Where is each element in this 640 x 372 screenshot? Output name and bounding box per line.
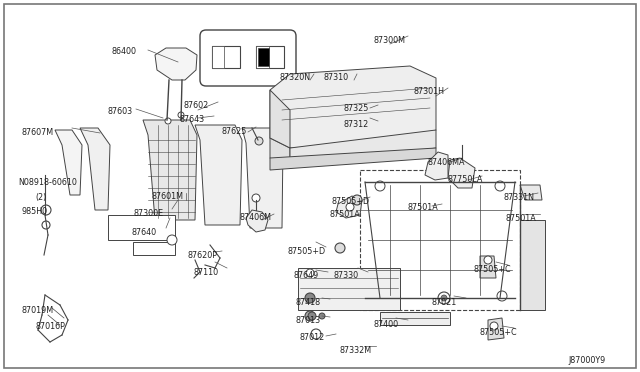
Bar: [212, 46, 240, 68]
Text: (2): (2): [35, 193, 46, 202]
Circle shape: [167, 235, 177, 245]
Text: 87021: 87021: [432, 298, 457, 307]
Polygon shape: [520, 185, 542, 200]
Circle shape: [375, 181, 385, 191]
Text: 87110: 87110: [193, 268, 218, 277]
Circle shape: [178, 112, 184, 118]
Circle shape: [308, 312, 316, 320]
Bar: [256, 46, 284, 68]
Polygon shape: [270, 90, 290, 148]
Text: 87406M: 87406M: [240, 213, 272, 222]
Polygon shape: [143, 120, 197, 220]
Circle shape: [255, 137, 263, 145]
Polygon shape: [55, 130, 82, 195]
Polygon shape: [448, 158, 475, 188]
Polygon shape: [270, 66, 436, 148]
Circle shape: [441, 295, 447, 301]
FancyBboxPatch shape: [200, 30, 296, 86]
Text: 87505+C: 87505+C: [480, 328, 518, 337]
Text: 87300M: 87300M: [374, 36, 406, 45]
Polygon shape: [246, 210, 268, 232]
Text: 87601M: 87601M: [152, 192, 184, 201]
Circle shape: [484, 256, 492, 264]
Circle shape: [311, 329, 321, 339]
Circle shape: [495, 181, 505, 191]
Circle shape: [319, 313, 325, 319]
Text: 87400: 87400: [374, 320, 399, 329]
Circle shape: [306, 269, 314, 277]
Circle shape: [305, 293, 315, 303]
Text: 87019M: 87019M: [22, 306, 54, 315]
Circle shape: [252, 194, 260, 202]
Circle shape: [41, 205, 51, 215]
Polygon shape: [270, 148, 436, 170]
Text: 87418: 87418: [295, 298, 320, 307]
Text: 87649: 87649: [294, 271, 319, 280]
Polygon shape: [425, 152, 448, 180]
Polygon shape: [108, 215, 175, 240]
Polygon shape: [520, 220, 545, 310]
Text: 87301H: 87301H: [414, 87, 445, 96]
Polygon shape: [270, 138, 290, 168]
Text: 87331N: 87331N: [504, 193, 535, 202]
Text: 87501A: 87501A: [408, 203, 439, 212]
Polygon shape: [155, 48, 197, 80]
Polygon shape: [133, 242, 175, 255]
Polygon shape: [488, 318, 504, 340]
Text: 87620P: 87620P: [188, 251, 218, 260]
Text: 87320N: 87320N: [280, 73, 311, 82]
Text: 87312: 87312: [344, 120, 369, 129]
Text: 87640: 87640: [132, 228, 157, 237]
Text: 87607M: 87607M: [22, 128, 54, 137]
Polygon shape: [336, 196, 362, 218]
Polygon shape: [80, 128, 110, 210]
Text: 87603: 87603: [108, 107, 133, 116]
Circle shape: [352, 195, 362, 205]
Text: 87602: 87602: [184, 101, 209, 110]
Circle shape: [335, 243, 345, 253]
Text: 87325: 87325: [344, 104, 369, 113]
Text: 87501A: 87501A: [330, 210, 361, 219]
Text: N08918-60610: N08918-60610: [18, 178, 77, 187]
Text: 87505+D: 87505+D: [332, 197, 370, 206]
Text: 87625: 87625: [222, 127, 248, 136]
Text: 985H0: 985H0: [22, 207, 48, 216]
Polygon shape: [242, 128, 283, 228]
Text: 87505+D: 87505+D: [288, 247, 326, 256]
Polygon shape: [195, 125, 242, 225]
Text: 87643: 87643: [180, 115, 205, 124]
Circle shape: [373, 291, 383, 301]
Circle shape: [490, 322, 498, 330]
Circle shape: [165, 118, 171, 124]
Text: 87012: 87012: [300, 333, 325, 342]
Text: 87300E: 87300E: [134, 209, 164, 218]
Circle shape: [42, 221, 50, 229]
Circle shape: [305, 311, 315, 321]
Polygon shape: [290, 130, 436, 168]
Text: 87505+C: 87505+C: [474, 265, 511, 274]
Text: 87750LA: 87750LA: [448, 175, 483, 184]
Bar: [258, 48, 269, 66]
Bar: [212, 46, 224, 68]
Text: 87013: 87013: [295, 316, 320, 325]
Circle shape: [497, 291, 507, 301]
Text: 87332M: 87332M: [340, 346, 372, 355]
Text: J87000Y9: J87000Y9: [568, 356, 605, 365]
Text: 86400: 86400: [112, 47, 137, 56]
Circle shape: [346, 203, 354, 211]
Text: 87501A: 87501A: [506, 214, 537, 223]
Text: 87310: 87310: [323, 73, 348, 82]
Bar: [360, 170, 520, 310]
Polygon shape: [298, 268, 400, 310]
Polygon shape: [480, 256, 496, 278]
Circle shape: [438, 292, 450, 304]
Text: 87406MA: 87406MA: [428, 158, 465, 167]
Text: 87330: 87330: [334, 271, 359, 280]
Bar: [256, 46, 269, 68]
Polygon shape: [380, 312, 450, 325]
Text: 87016P: 87016P: [36, 322, 66, 331]
